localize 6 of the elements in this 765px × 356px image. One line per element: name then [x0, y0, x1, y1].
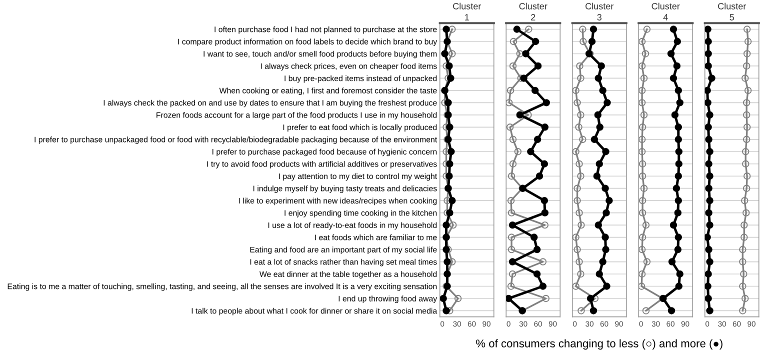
- x-axis-title: % of consumers changing to less (○) and more (●): [476, 339, 722, 350]
- chart-title: Cluster 4: [652, 2, 680, 20]
- chart-title: Cluster 2: [519, 2, 548, 20]
- chart-title: Cluster 5: [718, 2, 746, 20]
- chart-title: Cluster 3: [586, 2, 614, 20]
- chart-title: Cluster 1: [453, 2, 482, 20]
